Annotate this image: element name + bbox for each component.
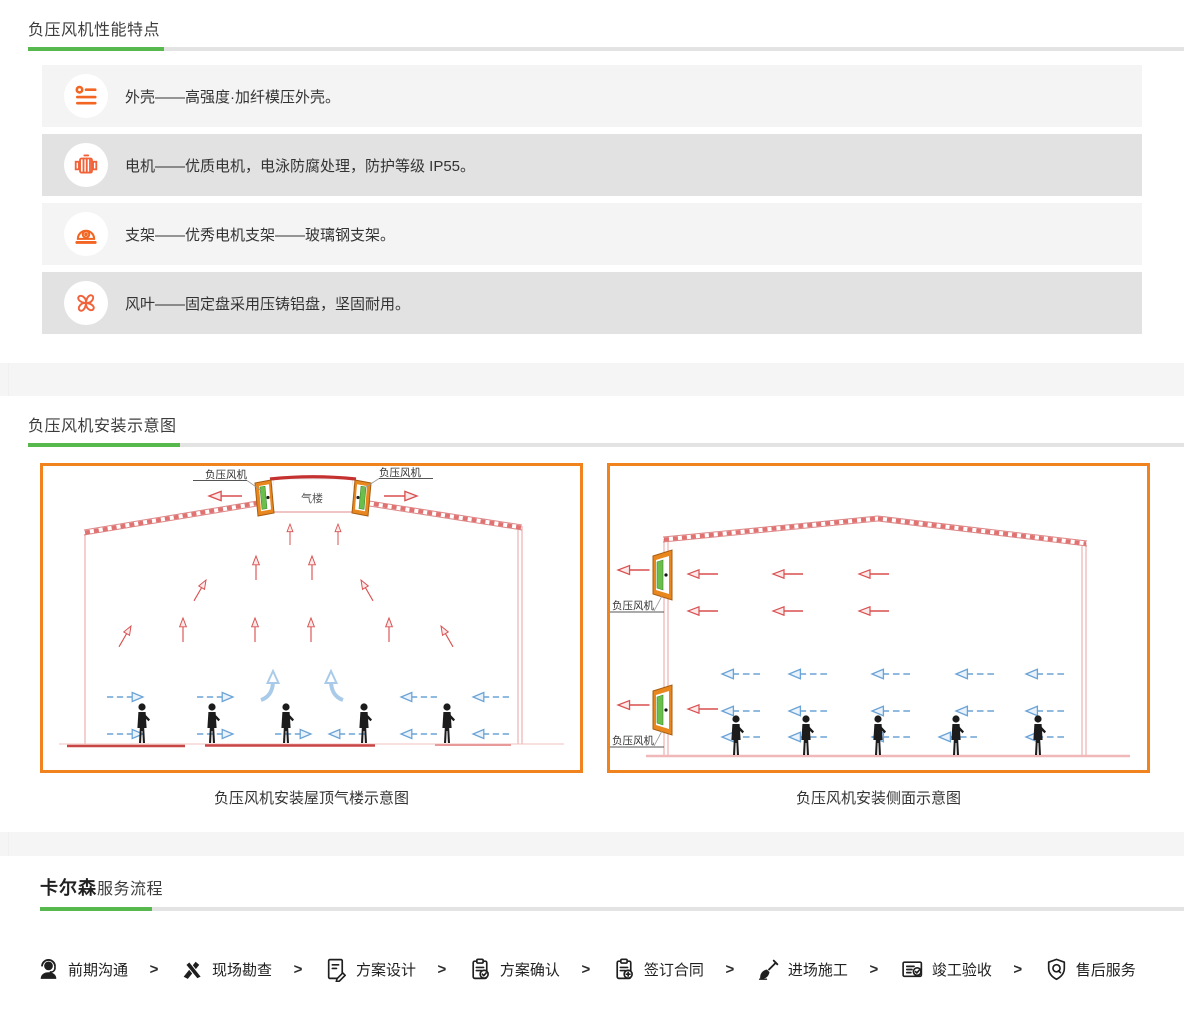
wall-fan-bottom	[652, 684, 673, 736]
step-sign-contract: 签订合同	[612, 957, 704, 982]
shell-list-icon	[64, 74, 108, 118]
side-diagram-caption: 负压风机安装侧面示意图	[795, 790, 961, 807]
chevron-right-icon: >	[1013, 961, 1023, 978]
roof-installation-diagram: 气楼 负压风机 负压风机	[59, 466, 564, 748]
motor-icon	[64, 143, 108, 187]
feature-row-shell: 外壳——高强度·加纤模压外壳。	[42, 65, 1142, 127]
feature-text: 风叶——固定盘采用压铸铝盘，坚固耐用。	[125, 295, 411, 313]
section-divider	[0, 832, 1184, 856]
chevron-right-icon: >	[149, 961, 159, 978]
step-label: 现场勘查	[211, 962, 272, 979]
feature-row-fanblade: 风叶——固定盘采用压铸铝盘，坚固耐用。	[42, 272, 1142, 334]
process-section: 卡尔森服务流程 前期沟通 > 现场勘查 >	[0, 856, 1184, 1022]
wall-fan-top	[652, 549, 673, 601]
acceptance-icon	[902, 961, 922, 978]
monitor-fan-right	[351, 479, 372, 517]
roof-diagram-caption: 负压风机安装屋顶气楼示意图	[213, 790, 409, 807]
fan-label-left: 负压风机	[205, 468, 247, 481]
process-title-rest: 服务流程	[97, 881, 164, 898]
fan-label-right: 负压风机	[379, 466, 421, 479]
side-diagram-box: 负压风机 负压风机	[607, 463, 1150, 773]
brand-name: 卡尔森	[40, 878, 97, 898]
step-site-survey: 现场勘查	[180, 957, 272, 982]
monitor-fan-left	[254, 479, 275, 517]
chevron-right-icon: >	[869, 961, 879, 978]
roof-diagram-box: 气楼 负压风机 负压风机	[40, 463, 583, 773]
step-label: 方案设计	[355, 962, 416, 979]
step-construction: 进场施工	[756, 957, 848, 982]
features-section: 负压风机性能特点 外壳——高强度·加纤模压外壳。	[0, 0, 1184, 363]
monitor-label: 气楼	[301, 491, 323, 505]
chevron-right-icon: >	[725, 961, 735, 978]
diagram-section-title: 负压风机安装示意图	[28, 418, 177, 435]
feature-text: 外壳——高强度·加纤模压外壳。	[125, 88, 340, 106]
contract-icon	[616, 958, 633, 980]
step-scheme-design: 方案设计	[324, 957, 416, 982]
diagram-section: 负压风机安装示意图	[0, 396, 1184, 832]
bracket-icon	[64, 212, 108, 256]
headset-icon	[40, 958, 57, 979]
step-label: 进场施工	[787, 962, 848, 979]
features-section-title: 负压风机性能特点	[28, 22, 161, 39]
step-label: 售后服务	[1075, 962, 1136, 979]
feature-row-bracket: 支架——优秀电机支架——玻璃钢支架。	[42, 203, 1142, 265]
design-icon	[327, 958, 346, 982]
aftersales-icon	[1047, 958, 1065, 981]
step-after-sales: 售后服务	[1044, 957, 1136, 982]
service-process-steps: 前期沟通 > 现场勘查 > 方案设计 >	[36, 957, 1136, 982]
process-title-underline	[40, 907, 1184, 911]
feature-text: 电机——优质电机，电泳防腐处理，防护等级 IP55。	[125, 157, 476, 175]
feature-text: 支架——优秀电机支架——玻璃钢支架。	[125, 226, 396, 244]
confirm-icon	[472, 958, 489, 980]
step-early-communication: 前期沟通	[36, 957, 128, 982]
step-scheme-confirm: 方案确认	[468, 957, 560, 982]
fan-label-bottom: 负压风机	[612, 734, 654, 747]
step-label: 方案确认	[499, 962, 560, 979]
step-label: 前期沟通	[68, 962, 129, 979]
feature-list: 外壳——高强度·加纤模压外壳。 电机——优质电机，电泳防腐处理，防护等级 IP5…	[42, 65, 1142, 334]
features-title-underline	[28, 47, 1184, 51]
chevron-right-icon: >	[437, 961, 447, 978]
section-divider	[0, 363, 1184, 396]
construction-icon	[758, 959, 779, 980]
chevron-right-icon: >	[293, 961, 303, 978]
diagram-title-underline	[28, 443, 1184, 447]
step-label: 签订合同	[643, 962, 704, 979]
chevron-right-icon: >	[581, 961, 591, 978]
side-installation-diagram: 负压风机 负压风机	[610, 515, 1130, 758]
step-label: 竣工验收	[931, 962, 992, 979]
step-acceptance: 竣工验收	[900, 957, 992, 982]
feature-row-motor: 电机——优质电机，电泳防腐处理，防护等级 IP55。	[42, 134, 1142, 196]
fan-blade-icon	[64, 281, 108, 325]
fan-label-top: 负压风机	[612, 599, 654, 612]
process-section-title: 卡尔森服务流程	[40, 874, 1184, 900]
survey-icon	[183, 960, 203, 980]
